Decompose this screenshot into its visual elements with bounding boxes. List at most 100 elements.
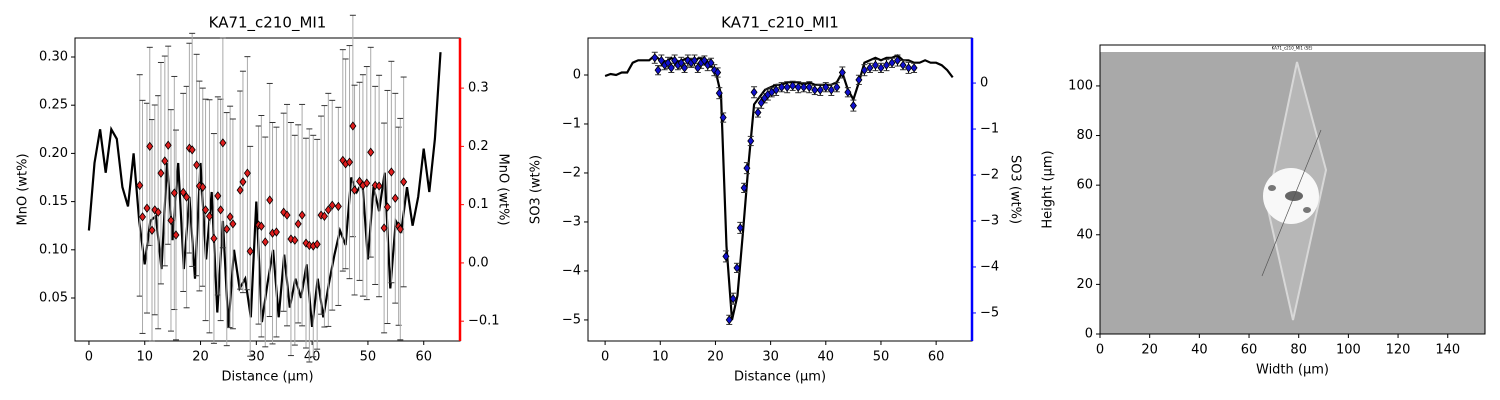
marker	[833, 82, 841, 92]
x-axis-label: Distance (µm)	[221, 370, 313, 385]
marker	[747, 136, 755, 146]
marker	[391, 193, 399, 203]
marker	[740, 183, 748, 193]
marker	[754, 107, 762, 118]
x-tick-label: 10	[652, 350, 669, 365]
marker	[266, 195, 274, 205]
marker	[783, 82, 791, 92]
marker	[910, 63, 918, 73]
marker	[375, 181, 383, 191]
marker	[860, 65, 868, 75]
x-tick-label: 40	[818, 350, 835, 365]
marker	[210, 233, 218, 244]
marker	[143, 203, 151, 213]
marker	[694, 63, 702, 73]
marker	[736, 223, 744, 233]
marker	[816, 85, 824, 95]
marker	[148, 225, 156, 235]
marker	[219, 138, 227, 148]
y2-tick-label: −4	[980, 259, 999, 274]
x-tick-label: 80	[1290, 343, 1307, 358]
marker	[236, 185, 244, 195]
y2-tick-label: 0.0	[468, 255, 489, 270]
y-axis-label: SO3 (wt%)	[529, 155, 544, 224]
y-tick-label: −2	[562, 165, 581, 180]
marker	[324, 205, 332, 215]
marker	[888, 58, 896, 68]
y2-tick-label: 0	[980, 76, 988, 91]
marker	[789, 81, 797, 91]
marker	[261, 237, 269, 247]
y2-tick-label: 0.2	[468, 139, 489, 154]
marker	[772, 85, 780, 95]
x-tick-label: 50	[873, 350, 890, 365]
marker	[714, 67, 722, 78]
marker	[313, 239, 321, 249]
marker	[894, 55, 902, 66]
x-tick-label: 30	[762, 350, 779, 365]
marker	[334, 201, 342, 212]
bubble	[1303, 207, 1311, 213]
marker	[822, 82, 830, 92]
marker	[161, 156, 169, 166]
y-tick-label: −3	[562, 214, 581, 229]
marker	[871, 60, 879, 70]
y-tick-label: −4	[562, 263, 581, 278]
x-axis-label: Width (µm)	[1256, 363, 1329, 378]
x-tick-label: 20	[1141, 343, 1158, 358]
y2-tick-label: −0.1	[468, 314, 500, 329]
marker	[154, 207, 162, 217]
x-tick-label: 60	[928, 350, 945, 365]
marker	[396, 224, 404, 234]
marker	[193, 160, 201, 170]
plot-frame	[587, 37, 973, 342]
marker	[757, 98, 765, 108]
x-tick-label: 40	[1191, 343, 1208, 358]
data-line	[87, 52, 442, 328]
x-tick-label: 50	[360, 350, 377, 365]
y-tick-label: 20	[1076, 277, 1093, 292]
chart-title: KA71_c210_MI1	[209, 14, 327, 33]
marker	[298, 210, 306, 220]
marker	[351, 185, 359, 195]
y2-tick-label: −2	[980, 168, 999, 183]
marker	[794, 82, 802, 92]
x-tick-label: 60	[1241, 343, 1258, 358]
marker	[677, 58, 685, 68]
x-tick-label: 120	[1386, 343, 1411, 358]
marker	[243, 168, 251, 178]
y-tick-label: 80	[1076, 128, 1093, 143]
marker	[136, 180, 144, 191]
sem-image: KA71_c210_MI1 (SE)	[1100, 45, 1485, 334]
y-tick-label: −1	[562, 116, 581, 131]
marker	[877, 63, 885, 73]
y2-axis-label: MnO (wt%)	[496, 153, 511, 225]
y2-tick-label: −5	[980, 305, 999, 320]
y-tick-label: 0	[1085, 327, 1093, 342]
marker	[664, 58, 672, 68]
marker	[654, 65, 662, 75]
y-tick-label: 0.05	[39, 291, 68, 306]
marker	[363, 178, 371, 188]
y2-tick-label: 0.1	[468, 197, 489, 212]
marker	[855, 75, 863, 85]
marker	[223, 224, 231, 234]
y2-tick-label: 0.3	[468, 81, 489, 96]
marker	[657, 55, 665, 66]
marker	[800, 82, 808, 92]
y-tick-label: −5	[562, 312, 581, 327]
marker	[690, 55, 698, 66]
x-tick-label: 140	[1435, 343, 1460, 358]
marker	[367, 147, 375, 157]
marker	[778, 82, 786, 92]
marker	[157, 168, 165, 178]
marker	[849, 100, 857, 111]
marker	[380, 223, 388, 233]
marker	[383, 202, 391, 212]
marker	[164, 140, 172, 150]
image-title: KA71_c210_MI1 (SE)	[1272, 46, 1313, 51]
marker	[899, 60, 907, 70]
marker	[170, 188, 178, 198]
marker	[671, 55, 679, 66]
